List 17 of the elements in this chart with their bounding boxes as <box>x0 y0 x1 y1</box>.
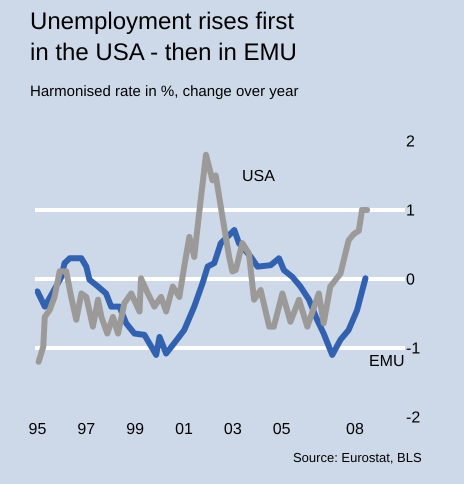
x-tick-label: 08 <box>346 421 364 438</box>
x-tick-label: 95 <box>28 421 46 438</box>
x-tick-label: 03 <box>224 421 242 438</box>
series-label: USA <box>242 168 276 185</box>
y-tick-label: 2 <box>406 134 415 151</box>
y-tick-label: -2 <box>406 410 420 427</box>
chart-subtitle: Harmonised rate in %, change over year <box>30 83 298 100</box>
x-tick-label: 05 <box>272 421 291 438</box>
y-tick-label: -1 <box>406 340 420 358</box>
y-tick-label: 1 <box>406 202 415 220</box>
x-tick-label: 99 <box>126 421 144 438</box>
y-tick-label: 0 <box>406 272 415 289</box>
chart-title: Unemployment rises first in the USA - then in EMU <box>30 8 297 66</box>
x-tick-label: 97 <box>77 421 96 438</box>
series-label: EMU <box>369 353 405 370</box>
source-note: Source: Eurostat, BLS <box>293 450 422 465</box>
x-tick-label: 01 <box>175 421 193 438</box>
